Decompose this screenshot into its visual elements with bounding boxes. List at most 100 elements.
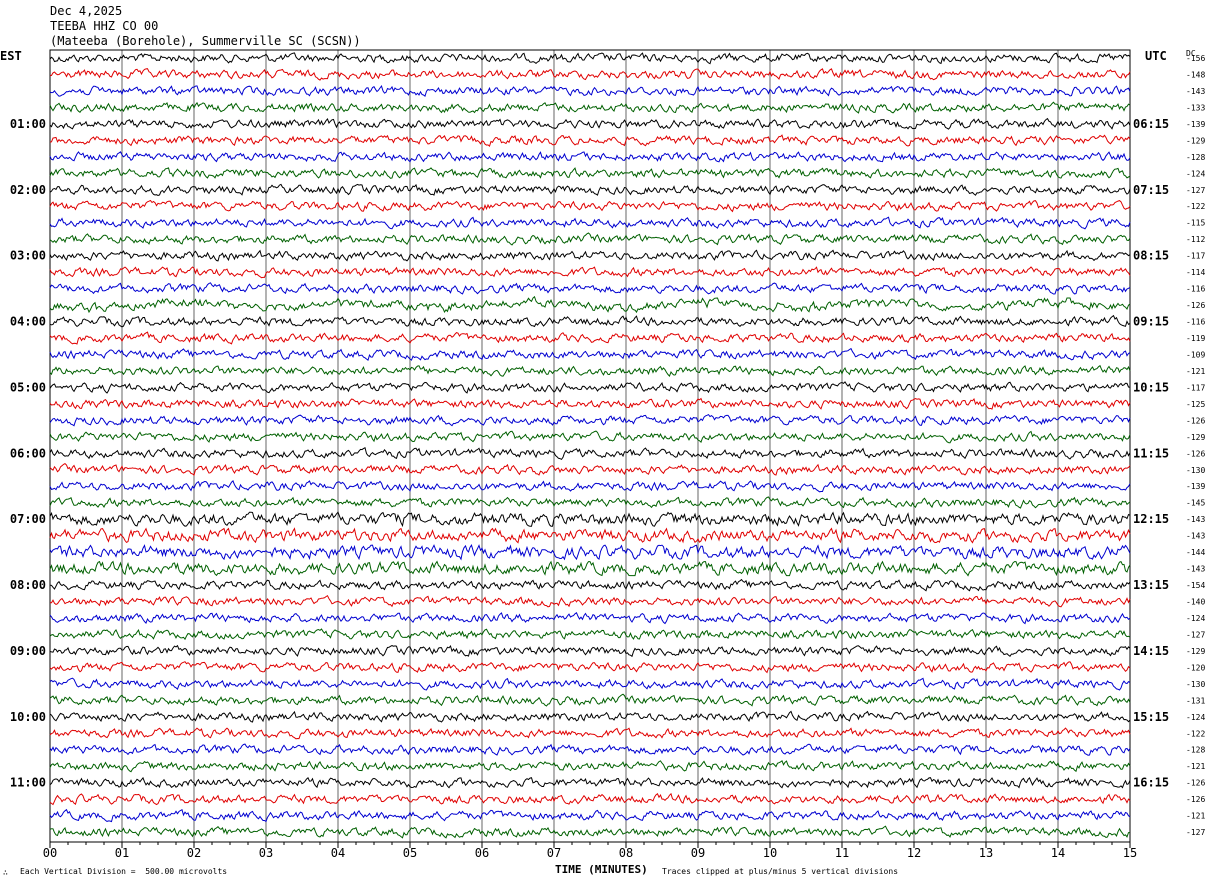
dc-offset-label: -116 bbox=[1186, 285, 1205, 294]
est-hour-label: 11:00 bbox=[10, 776, 46, 790]
x-tick-label: 03 bbox=[259, 846, 273, 860]
est-hour-label: 01:00 bbox=[10, 117, 46, 131]
seismic-trace bbox=[49, 314, 1131, 328]
dc-offset-label: -120 bbox=[1186, 663, 1205, 672]
seismic-trace bbox=[49, 743, 1131, 756]
dc-offset-label: -125 bbox=[1186, 400, 1205, 409]
x-tick-label: 11 bbox=[835, 846, 849, 860]
dc-offset-label: -115 bbox=[1186, 219, 1205, 228]
dc-offset-label: -119 bbox=[1186, 334, 1205, 343]
est-hour-label: 05:00 bbox=[10, 380, 46, 394]
timezone-right-label: UTC bbox=[1145, 49, 1167, 63]
dc-offset-label: -117 bbox=[1186, 383, 1205, 392]
dc-offset-label: -130 bbox=[1186, 680, 1205, 689]
dc-offset-label: -140 bbox=[1186, 598, 1205, 607]
header-station: TEEBA HHZ CO 00 bbox=[50, 19, 159, 33]
seismic-trace bbox=[49, 364, 1131, 378]
dc-offset-label: -127 bbox=[1186, 186, 1205, 195]
scale-note: Each Vertical Division = 500.00 microvol… bbox=[20, 867, 228, 876]
utc-hour-label: 14:15 bbox=[1133, 644, 1169, 658]
seismic-trace bbox=[49, 644, 1131, 658]
corner-icon: ∴ bbox=[3, 868, 8, 877]
dc-offset-label: -109 bbox=[1186, 350, 1205, 359]
seismic-trace bbox=[49, 199, 1131, 213]
dc-header-label: DC bbox=[1186, 49, 1196, 58]
dc-offset-label: -121 bbox=[1186, 762, 1205, 771]
seismic-trace bbox=[49, 216, 1131, 230]
seismic-trace bbox=[49, 347, 1131, 362]
x-tick-label: 15 bbox=[1123, 846, 1137, 860]
x-axis-title: TIME (MINUTES) bbox=[555, 863, 648, 876]
x-tick-label: 07 bbox=[547, 846, 561, 860]
dc-offset-label: -124 bbox=[1186, 614, 1205, 623]
dc-offset-label: -130 bbox=[1186, 466, 1205, 475]
dc-offset-label: -126 bbox=[1186, 416, 1205, 425]
dc-offset-label: -127 bbox=[1186, 828, 1205, 837]
est-hour-label: 08:00 bbox=[10, 578, 46, 592]
seismic-trace bbox=[49, 52, 1131, 65]
x-tick-label: 05 bbox=[403, 846, 417, 860]
utc-hour-label: 10:15 bbox=[1133, 380, 1169, 394]
header-location: (Mateeba (Borehole), Summerville SC (SCS… bbox=[50, 34, 361, 48]
utc-hour-label: 16:15 bbox=[1133, 776, 1169, 790]
x-tick-label: 01 bbox=[115, 846, 129, 860]
dc-offset-label: -156 bbox=[1186, 54, 1205, 63]
dc-offset-label: -148 bbox=[1186, 70, 1205, 79]
seismic-trace bbox=[49, 295, 1131, 314]
utc-hour-label: 15:15 bbox=[1133, 710, 1169, 724]
dc-offset-label: -145 bbox=[1186, 499, 1205, 508]
dc-offset-label: -139 bbox=[1186, 120, 1205, 129]
x-tick-label: 08 bbox=[619, 846, 633, 860]
dc-offset-label: -121 bbox=[1186, 367, 1205, 376]
dc-offset-label: -126 bbox=[1186, 795, 1205, 804]
dc-offset-label: -124 bbox=[1186, 169, 1205, 178]
seismic-trace bbox=[49, 68, 1131, 81]
est-hour-label: 02:00 bbox=[10, 183, 46, 197]
dc-offset-label: -127 bbox=[1186, 630, 1205, 639]
seismic-trace bbox=[49, 560, 1131, 577]
clip-note: Traces clipped at plus/minus 5 vertical … bbox=[662, 867, 899, 876]
seismic-trace bbox=[49, 249, 1131, 262]
dc-offset-label: -129 bbox=[1186, 433, 1205, 442]
seismic-trace bbox=[49, 710, 1131, 723]
seismic-trace bbox=[49, 544, 1131, 561]
seismic-trace bbox=[49, 776, 1131, 789]
seismic-trace bbox=[49, 511, 1131, 528]
seismic-trace bbox=[49, 693, 1131, 707]
est-hour-label: 10:00 bbox=[10, 710, 46, 724]
dc-offset-label: -143 bbox=[1186, 565, 1205, 574]
seismic-trace bbox=[49, 612, 1131, 625]
dc-offset-label: -143 bbox=[1186, 532, 1205, 541]
header-date: Dec 4,2025 bbox=[50, 4, 123, 18]
dc-offset-label: -117 bbox=[1186, 252, 1205, 261]
seismic-trace bbox=[49, 266, 1131, 279]
seismic-trace bbox=[49, 232, 1131, 246]
est-hour-label: 06:00 bbox=[10, 446, 46, 460]
seismic-trace bbox=[49, 480, 1131, 493]
dc-offset-label: -112 bbox=[1186, 235, 1205, 244]
seismic-trace bbox=[49, 496, 1131, 509]
dc-offset-label: -128 bbox=[1186, 746, 1205, 755]
utc-hour-label: 11:15 bbox=[1133, 446, 1169, 460]
x-tick-label: 00 bbox=[43, 846, 57, 860]
dc-offset-label: -144 bbox=[1186, 548, 1205, 557]
dc-offset-label: -143 bbox=[1186, 515, 1205, 524]
est-hour-label: 09:00 bbox=[10, 644, 46, 658]
seismic-trace bbox=[49, 661, 1131, 674]
x-tick-label: 04 bbox=[331, 846, 345, 860]
seismic-trace bbox=[49, 167, 1131, 179]
seismic-trace bbox=[49, 134, 1131, 147]
dc-offset-label: -114 bbox=[1186, 268, 1205, 277]
dc-offset-label: -129 bbox=[1186, 136, 1205, 145]
dc-offset-label: -126 bbox=[1186, 779, 1205, 788]
est-hour-label: 04:00 bbox=[10, 315, 46, 329]
seismic-trace bbox=[49, 85, 1131, 98]
seismic-trace bbox=[49, 101, 1131, 114]
dc-offset-label: -124 bbox=[1186, 713, 1205, 722]
est-hour-label: 03:00 bbox=[10, 249, 46, 263]
dc-offset-label: -122 bbox=[1186, 729, 1205, 738]
x-tick-label: 12 bbox=[907, 846, 921, 860]
seismic-trace bbox=[49, 578, 1131, 592]
x-tick-label: 09 bbox=[691, 846, 705, 860]
